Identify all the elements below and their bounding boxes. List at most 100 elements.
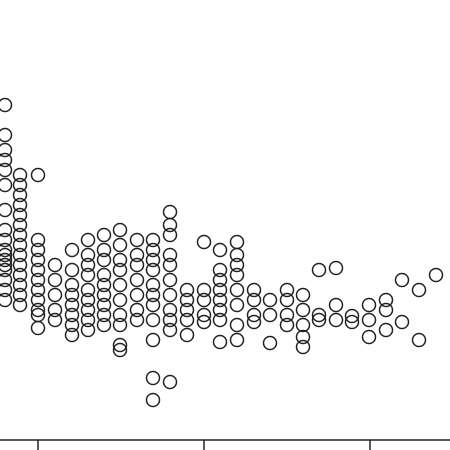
point [179, 302, 195, 318]
point [196, 307, 212, 323]
point [179, 282, 195, 298]
point [0, 152, 13, 168]
point [80, 247, 96, 263]
point [64, 317, 80, 333]
point [279, 282, 295, 298]
point [12, 237, 28, 253]
point [162, 257, 178, 273]
point [12, 197, 28, 213]
point [145, 332, 161, 348]
point [262, 307, 278, 323]
point [96, 287, 112, 303]
point [162, 272, 178, 288]
point [262, 335, 278, 351]
point [279, 292, 295, 308]
point [145, 392, 161, 408]
point [80, 292, 96, 308]
point [162, 322, 178, 338]
point [112, 317, 128, 333]
point [0, 247, 13, 263]
point [129, 232, 145, 248]
point [179, 312, 195, 328]
point [96, 242, 112, 258]
point [145, 277, 161, 293]
point [246, 314, 262, 330]
point [129, 247, 145, 263]
point [295, 339, 311, 355]
point [411, 282, 427, 298]
point [30, 320, 46, 336]
point [0, 242, 13, 258]
point [47, 287, 63, 303]
point [162, 227, 178, 243]
point [96, 267, 112, 283]
point [30, 282, 46, 298]
point [295, 317, 311, 333]
point [30, 262, 46, 278]
point [179, 327, 195, 343]
point [246, 292, 262, 308]
point [212, 292, 228, 308]
point [129, 272, 145, 288]
point [12, 287, 28, 303]
point [196, 292, 212, 308]
point [30, 302, 46, 318]
point [112, 307, 128, 323]
point [328, 260, 344, 276]
point [12, 267, 28, 283]
point [12, 177, 28, 193]
point [112, 237, 128, 253]
point [311, 307, 327, 323]
point [96, 277, 112, 293]
point [80, 267, 96, 283]
point [47, 272, 63, 288]
point [378, 302, 394, 318]
point [12, 277, 28, 293]
point [64, 287, 80, 303]
point [64, 262, 80, 278]
point [0, 262, 13, 278]
point [30, 252, 46, 268]
point [96, 252, 112, 268]
point [344, 314, 360, 330]
point [0, 177, 13, 193]
point [378, 292, 394, 308]
point [328, 297, 344, 313]
point [112, 292, 128, 308]
point [0, 202, 13, 218]
point [162, 312, 178, 328]
point [129, 312, 145, 328]
point [80, 312, 96, 328]
point [162, 374, 178, 390]
point [0, 127, 13, 143]
point [112, 337, 128, 353]
point [12, 207, 28, 223]
point [394, 314, 410, 330]
point [411, 332, 427, 348]
point [112, 342, 128, 358]
point [212, 312, 228, 328]
point [80, 257, 96, 273]
point [311, 262, 327, 278]
point [0, 222, 13, 238]
point [64, 277, 80, 293]
point [129, 257, 145, 273]
point [12, 257, 28, 273]
point [145, 252, 161, 268]
point [179, 292, 195, 308]
point [196, 314, 212, 330]
point [361, 312, 377, 328]
point [145, 262, 161, 278]
point [12, 187, 28, 203]
point [129, 302, 145, 318]
point [12, 247, 28, 263]
point [394, 272, 410, 288]
point [145, 232, 161, 248]
point [80, 322, 96, 338]
point [47, 257, 63, 273]
point [344, 308, 360, 324]
point [112, 252, 128, 268]
point [246, 282, 262, 298]
point [262, 292, 278, 308]
